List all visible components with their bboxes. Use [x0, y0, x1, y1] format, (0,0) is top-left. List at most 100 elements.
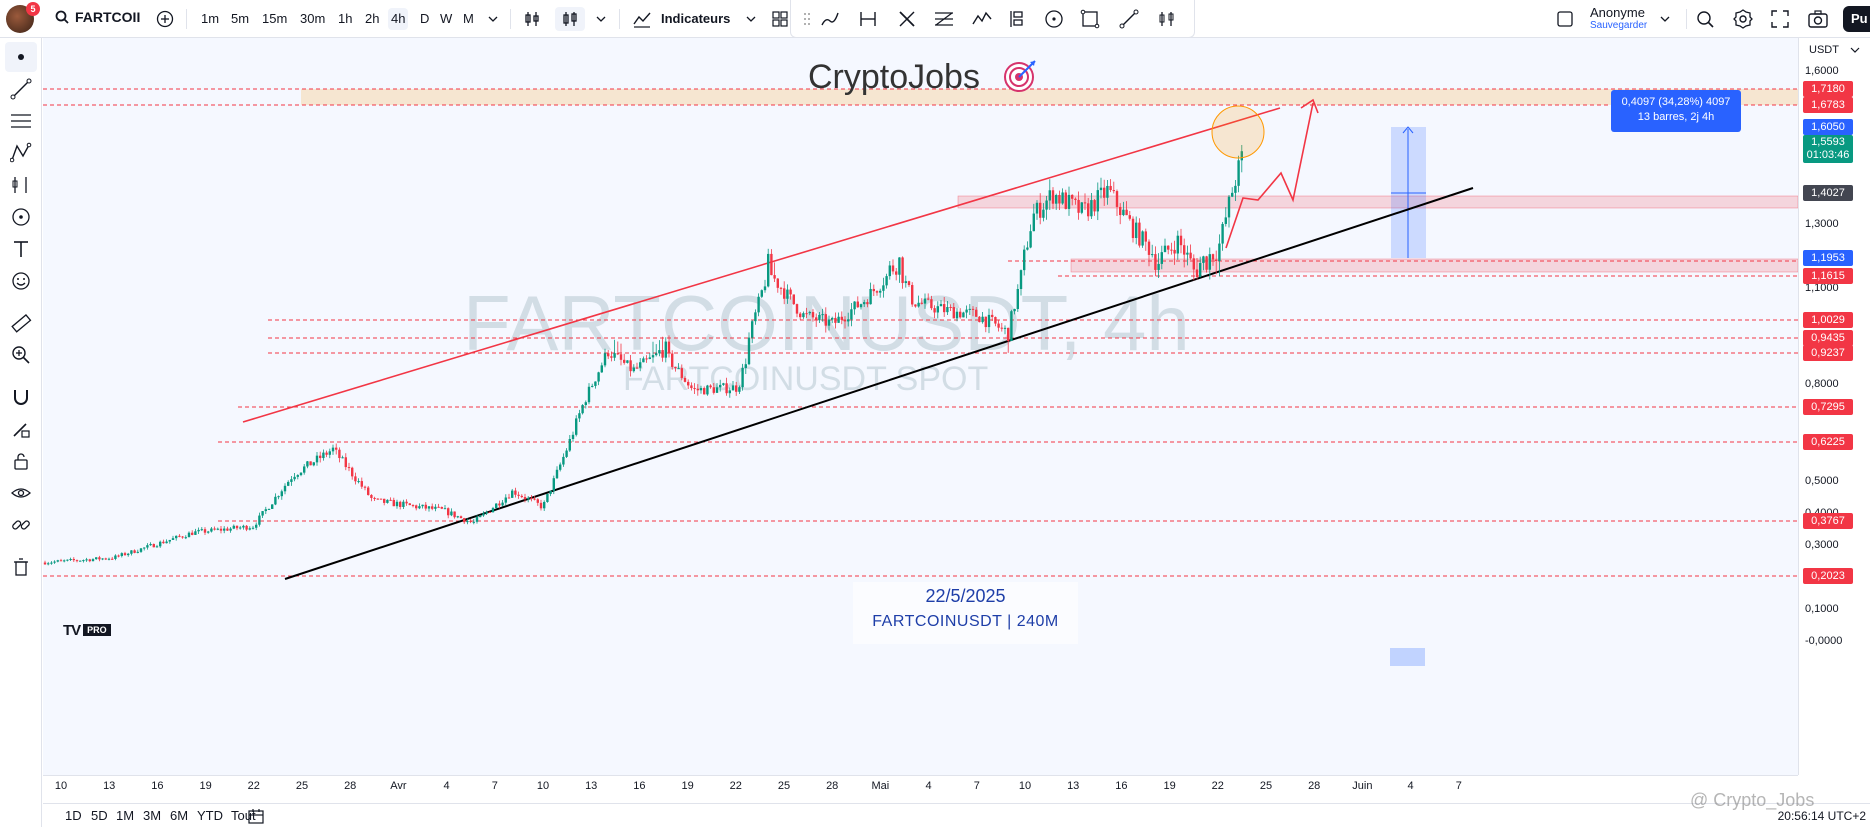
price-tag[interactable]: 1,1615: [1803, 268, 1853, 284]
x-logo-icon[interactable]: [895, 7, 919, 31]
interval-d[interactable]: D: [420, 11, 430, 26]
trend-line-tool-icon[interactable]: [5, 74, 37, 104]
emoji-tool-icon[interactable]: [5, 266, 37, 296]
time-axis[interactable]: 10 13 16 19 22 25 28 Avr 4 7 10 13 16 19 22 25 28 Mai 4 7 10…: [43, 775, 1798, 797]
candle-body: [392, 499, 395, 507]
date-range-icon[interactable]: [856, 7, 880, 31]
fib-retracement-icon[interactable]: [932, 7, 956, 31]
candle-body: [203, 529, 207, 533]
price-tag[interactable]: 1,7180: [1803, 81, 1853, 97]
price-tag[interactable]: 0,6225: [1803, 434, 1853, 450]
interval-1m[interactable]: 1m: [201, 11, 220, 26]
interval-m[interactable]: M: [463, 11, 474, 26]
range-1d[interactable]: 1D: [65, 808, 82, 823]
price-tag[interactable]: 1,4027: [1803, 185, 1853, 201]
range-1m[interactable]: 1M: [116, 808, 135, 823]
chevron-down-icon[interactable]: [1653, 7, 1677, 31]
chart-area[interactable]: FARTCOINUSDT, 4h FARTCOINUSDT SPOT Crypt…: [43, 38, 1798, 775]
price-tag[interactable]: 0,2023: [1803, 568, 1853, 584]
fullscreen-icon[interactable]: [1768, 7, 1792, 31]
drag-handle-icon[interactable]: [795, 7, 819, 31]
interval-30m[interactable]: 30m: [300, 11, 326, 26]
price-tag[interactable]: 0,9435: [1803, 330, 1853, 346]
interval-1h[interactable]: 1h: [338, 11, 353, 26]
eye-icon[interactable]: [5, 478, 37, 508]
shapes-tool-icon[interactable]: [5, 202, 37, 232]
ruler-tool-icon[interactable]: [5, 308, 37, 338]
layouts-icon[interactable]: [768, 7, 792, 31]
chevron-down-icon[interactable]: [739, 7, 763, 31]
publish-button[interactable]: Pu: [1843, 6, 1870, 32]
candle-body: [549, 490, 552, 494]
checkbox-icon[interactable]: [1553, 7, 1577, 31]
magnet-icon[interactable]: [5, 382, 37, 412]
rectangle-icon[interactable]: [1078, 7, 1102, 31]
price-tag[interactable]: 1,6050: [1803, 119, 1853, 135]
user-block[interactable]: Anonyme Sauvegarder: [1590, 6, 1647, 32]
save-link[interactable]: Sauvegarder: [1590, 20, 1648, 31]
quick-search-icon[interactable]: [1693, 7, 1717, 31]
candle-body: [591, 385, 594, 387]
pattern-icon[interactable]: [970, 7, 994, 31]
candle-body: [821, 314, 824, 316]
price-tag[interactable]: 0,9237: [1803, 345, 1853, 361]
range-5d[interactable]: 5D: [91, 808, 108, 823]
symbol-search[interactable]: FARTCOII: [55, 9, 140, 25]
cursor-dot-icon[interactable]: [5, 42, 37, 72]
candle-body: [1179, 235, 1183, 246]
time-label: 19: [681, 780, 694, 792]
compare-add-icon[interactable]: [153, 7, 177, 31]
time-label: 10: [1018, 780, 1032, 792]
ellipse-icon[interactable]: [1042, 7, 1066, 31]
lock-icon[interactable]: [5, 446, 37, 476]
calendar-icon[interactable]: [248, 808, 264, 827]
price-axis[interactable]: USDT 1,6000 1,3000 1,1000 0,8000 0,5000 …: [1798, 38, 1870, 775]
trend-line-icon[interactable]: [1117, 7, 1141, 31]
text-tool-icon[interactable]: [5, 234, 37, 264]
candle-body: [47, 563, 50, 565]
camera-icon[interactable]: [1806, 7, 1830, 31]
fib-tool-icon[interactable]: [5, 106, 37, 136]
range-6m[interactable]: 6M: [170, 808, 189, 823]
zoom-in-icon[interactable]: [5, 340, 37, 370]
range-ytd[interactable]: YTD: [197, 808, 223, 823]
candle-body: [181, 536, 184, 538]
indicators-icon[interactable]: [630, 7, 654, 31]
candle-body: [232, 525, 235, 529]
price-tag[interactable]: 1,6783: [1803, 97, 1853, 113]
interval-5m[interactable]: 5m: [231, 11, 250, 26]
price-tag[interactable]: 0,7295: [1803, 399, 1853, 415]
chevron-down-icon[interactable]: [589, 7, 613, 31]
trash-icon[interactable]: [5, 552, 37, 582]
candle-body: [1208, 254, 1211, 270]
candle-body: [271, 504, 274, 509]
interval-4h[interactable]: 4h: [388, 8, 409, 30]
indicators-button[interactable]: Indicateurs: [661, 11, 731, 26]
settings-icon[interactable]: [1731, 7, 1755, 31]
long-position-icon[interactable]: [1005, 7, 1029, 31]
currency-label[interactable]: USDT: [1809, 44, 1860, 56]
bars-pattern-icon[interactable]: [1155, 7, 1179, 31]
range-3m[interactable]: 3M: [143, 808, 162, 823]
candle-body: [751, 321, 754, 338]
link-icon[interactable]: [5, 510, 37, 540]
candles-icon[interactable]: [555, 7, 585, 31]
chevron-down-icon[interactable]: [481, 7, 505, 31]
last-price-tag[interactable]: 1,5593 01:03:46: [1803, 135, 1853, 163]
candle-body: [648, 357, 651, 359]
patterns-tool-icon[interactable]: [5, 138, 37, 168]
utc-clock[interactable]: 20:56:14 UTC+2: [1777, 809, 1866, 823]
forecast-tool-icon[interactable]: [5, 170, 37, 200]
interval-2h[interactable]: 2h: [365, 11, 380, 26]
interval-15m[interactable]: 15m: [262, 11, 288, 26]
brush-icon[interactable]: [818, 7, 842, 31]
lock-pencil-icon[interactable]: [5, 414, 37, 444]
price-tag[interactable]: 1,0029: [1803, 312, 1853, 328]
time-label: 10: [536, 780, 550, 792]
price-tag[interactable]: 0,3767: [1803, 513, 1853, 529]
price-tag[interactable]: 1,1953: [1803, 250, 1853, 266]
bar-style-icon[interactable]: [520, 7, 544, 31]
interval-w[interactable]: W: [440, 11, 453, 26]
candle-body: [879, 290, 882, 293]
time-label: Mai: [871, 780, 890, 792]
